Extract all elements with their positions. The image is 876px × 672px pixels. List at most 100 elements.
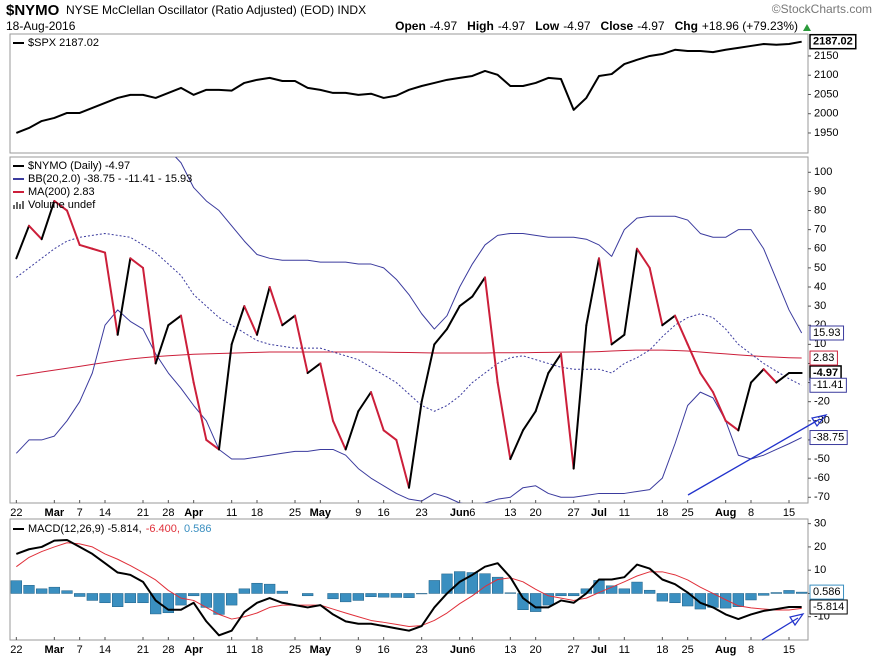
legend-entry: Volume undef [28,199,96,211]
x-tick-label: 25 [682,507,694,519]
legend-entry: $NYMO (Daily) -4.97 [28,160,130,172]
histogram-bar [49,587,60,593]
y-tick-label: 100 [814,166,832,178]
histogram-bar [784,590,795,593]
y-tick-label: -20 [814,396,830,408]
histogram-bar [378,593,389,597]
y-tick-label: 80 [814,204,826,216]
x-tick-label: 14 [99,507,111,519]
y-tick-label: 2000 [814,108,838,120]
x-tick-label: 23 [416,644,428,656]
legend-entry: MACD(12,26,9) -5.814, [28,523,142,535]
histogram-bar [619,589,630,594]
x-tick-label: May [310,644,332,656]
y-tick-label: 40 [814,281,826,293]
y-tick-label: 2050 [814,88,838,100]
quote-label: Close [601,19,634,33]
x-tick-label: 27 [568,507,580,519]
histogram-bar [695,593,706,609]
histogram-bar [644,590,655,593]
histogram-bar [125,593,136,602]
up-arrow [803,24,811,31]
end-label: -5.814 [813,601,844,613]
x-tick-label: Jul [591,507,607,519]
x-tick-label: Jun [450,507,470,519]
quote-value: -4.97 [498,19,526,33]
histogram-bar [36,589,47,594]
end-label: -4.97 [813,367,838,379]
x-tick-label: Mar [45,644,65,656]
x-tick-label: 9 [355,507,361,519]
y-tick-label: 30 [814,300,826,312]
histogram-bar [746,593,757,600]
legend-entry: BB(20,2.0) -38.75 - -11.41 - 15.93 [28,173,192,185]
y-tick-label: -50 [814,453,830,465]
x-tick-label: 20 [530,507,542,519]
y-tick-label: -60 [814,472,830,484]
x-tick-label: 21 [137,507,149,519]
histogram-bar [277,591,288,593]
x-tick-label: 22 [10,644,22,656]
x-tick-label: 16 [378,507,390,519]
histogram-bar [505,593,516,594]
histogram-bar [226,593,237,605]
histogram-bar [771,593,782,594]
x-tick-label: 11 [226,507,237,519]
y-tick-label: -70 [814,491,830,503]
histogram-bar [11,581,22,594]
x-tick-label: 25 [289,507,301,519]
y-tick-label: 10 [814,564,826,576]
x-tick-label: May [310,507,332,519]
histogram-bar [543,593,554,605]
x-tick-label: 28 [162,507,174,519]
histogram-bar [670,593,681,602]
x-tick-label: 11 [619,507,630,519]
histogram-bar [264,584,275,593]
quote-value: -4.97 [430,19,458,33]
legend-entry: -6.400, [146,523,180,535]
histogram-bar [188,593,199,595]
histogram-bar [796,592,807,593]
histogram-bar [404,593,415,597]
x-tick-label: 14 [99,644,111,656]
histogram-bar [758,593,769,595]
legend-icon [19,204,21,209]
histogram-bar [480,574,491,594]
quote-label: Chg [675,19,698,33]
panel-frame [10,519,808,640]
histogram-bar [632,582,643,593]
histogram-bar [340,593,351,601]
histogram-bar [302,593,313,595]
x-tick-label: 21 [137,644,149,656]
y-tick-label: 2100 [814,69,838,81]
histogram-bar [138,593,149,602]
end-label: 2187.02 [813,36,853,48]
histogram-bar [87,593,98,600]
x-tick-label: Jun [450,644,470,656]
x-tick-label: Jul [591,644,607,656]
x-tick-label: 6 [469,644,475,656]
x-tick-label: 15 [783,644,795,656]
x-tick-label: 28 [162,644,174,656]
histogram-bar [214,593,225,614]
panel-frame [10,157,808,503]
legend-icon [13,205,15,209]
x-tick-label: 18 [656,644,668,656]
histogram-bar [252,583,263,593]
histogram-bar [391,593,402,597]
end-label: 15.93 [813,327,841,339]
y-tick-label: 1950 [814,127,838,139]
y-tick-label: 30 [814,518,826,530]
histogram-bar [62,591,73,594]
histogram-bar [24,585,35,593]
x-tick-label: 11 [619,644,630,656]
x-tick-label: 25 [289,644,301,656]
legend-icon [16,202,18,209]
y-tick-label: 20 [814,541,826,553]
legend-entry: $SPX 2187.02 [28,37,99,49]
histogram-bar [74,593,85,596]
histogram-bar [112,593,123,606]
x-tick-label: Apr [184,507,204,519]
